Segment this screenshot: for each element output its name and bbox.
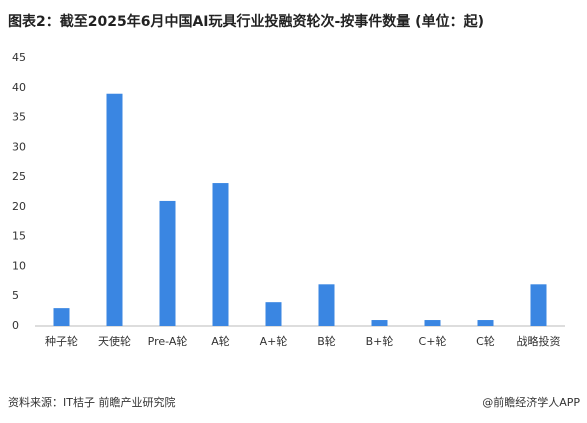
x-tick-label: A+轮 (260, 334, 288, 348)
chart-title: 图表2：截至2025年6月中国AI玩具行业投融资轮次-按事件数量 (单位：起) (8, 13, 484, 30)
y-tick-label: 0 (12, 319, 19, 332)
bar (530, 284, 547, 326)
bar (424, 320, 441, 326)
x-tick-label: C+轮 (419, 334, 447, 348)
bar (106, 93, 123, 326)
y-tick-label: 35 (12, 111, 26, 124)
bar (53, 308, 70, 326)
y-tick-label: 5 (12, 289, 19, 302)
x-tick-label: B轮 (317, 334, 336, 348)
x-tick-label: C轮 (476, 334, 495, 348)
x-tick-label: B+轮 (366, 334, 394, 348)
x-tick-label: 种子轮 (45, 334, 78, 348)
bar (212, 183, 229, 326)
bar (371, 320, 388, 326)
brand: @前瞻经济学人APP (482, 395, 580, 409)
bar (318, 284, 335, 326)
y-tick-label: 40 (12, 81, 26, 94)
y-tick-label: 45 (12, 51, 26, 64)
y-tick-label: 10 (12, 259, 26, 272)
x-tick-label: Pre-A轮 (148, 334, 188, 348)
x-tick-label: 战略投资 (517, 334, 561, 348)
y-tick-label: 20 (12, 200, 26, 213)
y-tick-label: 30 (12, 140, 26, 153)
bar (477, 320, 494, 326)
bar (265, 302, 282, 326)
bar (159, 200, 176, 326)
x-tick-label: 天使轮 (98, 334, 131, 348)
source: 资料来源：IT桔子 前瞻产业研究院 (8, 395, 175, 409)
y-tick-label: 15 (12, 230, 26, 243)
x-tick-label: A轮 (211, 334, 230, 348)
y-tick-label: 25 (12, 170, 26, 183)
